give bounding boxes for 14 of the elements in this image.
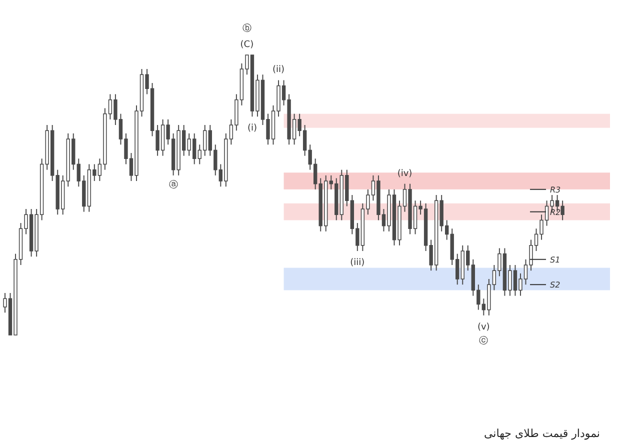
ref-line-label: R3 bbox=[550, 185, 561, 194]
text: ⓒ bbox=[479, 335, 488, 346]
text: نمودار قیمت طلای جهانی bbox=[484, 427, 600, 440]
ref-line-label: S1 bbox=[550, 255, 560, 264]
ref-line-label: R2 bbox=[550, 208, 561, 217]
annotation: (iv) bbox=[397, 168, 412, 179]
annotation: (i) bbox=[247, 124, 257, 134]
ref-line-label: S2 bbox=[550, 280, 560, 290]
annotation: ⓐ bbox=[168, 179, 178, 190]
annotation: (v) bbox=[477, 322, 490, 332]
text: (C) bbox=[240, 40, 254, 50]
text: ⓑ bbox=[242, 23, 252, 34]
annotation: (iii) bbox=[350, 258, 365, 268]
annotation: (ii) bbox=[272, 65, 285, 76]
